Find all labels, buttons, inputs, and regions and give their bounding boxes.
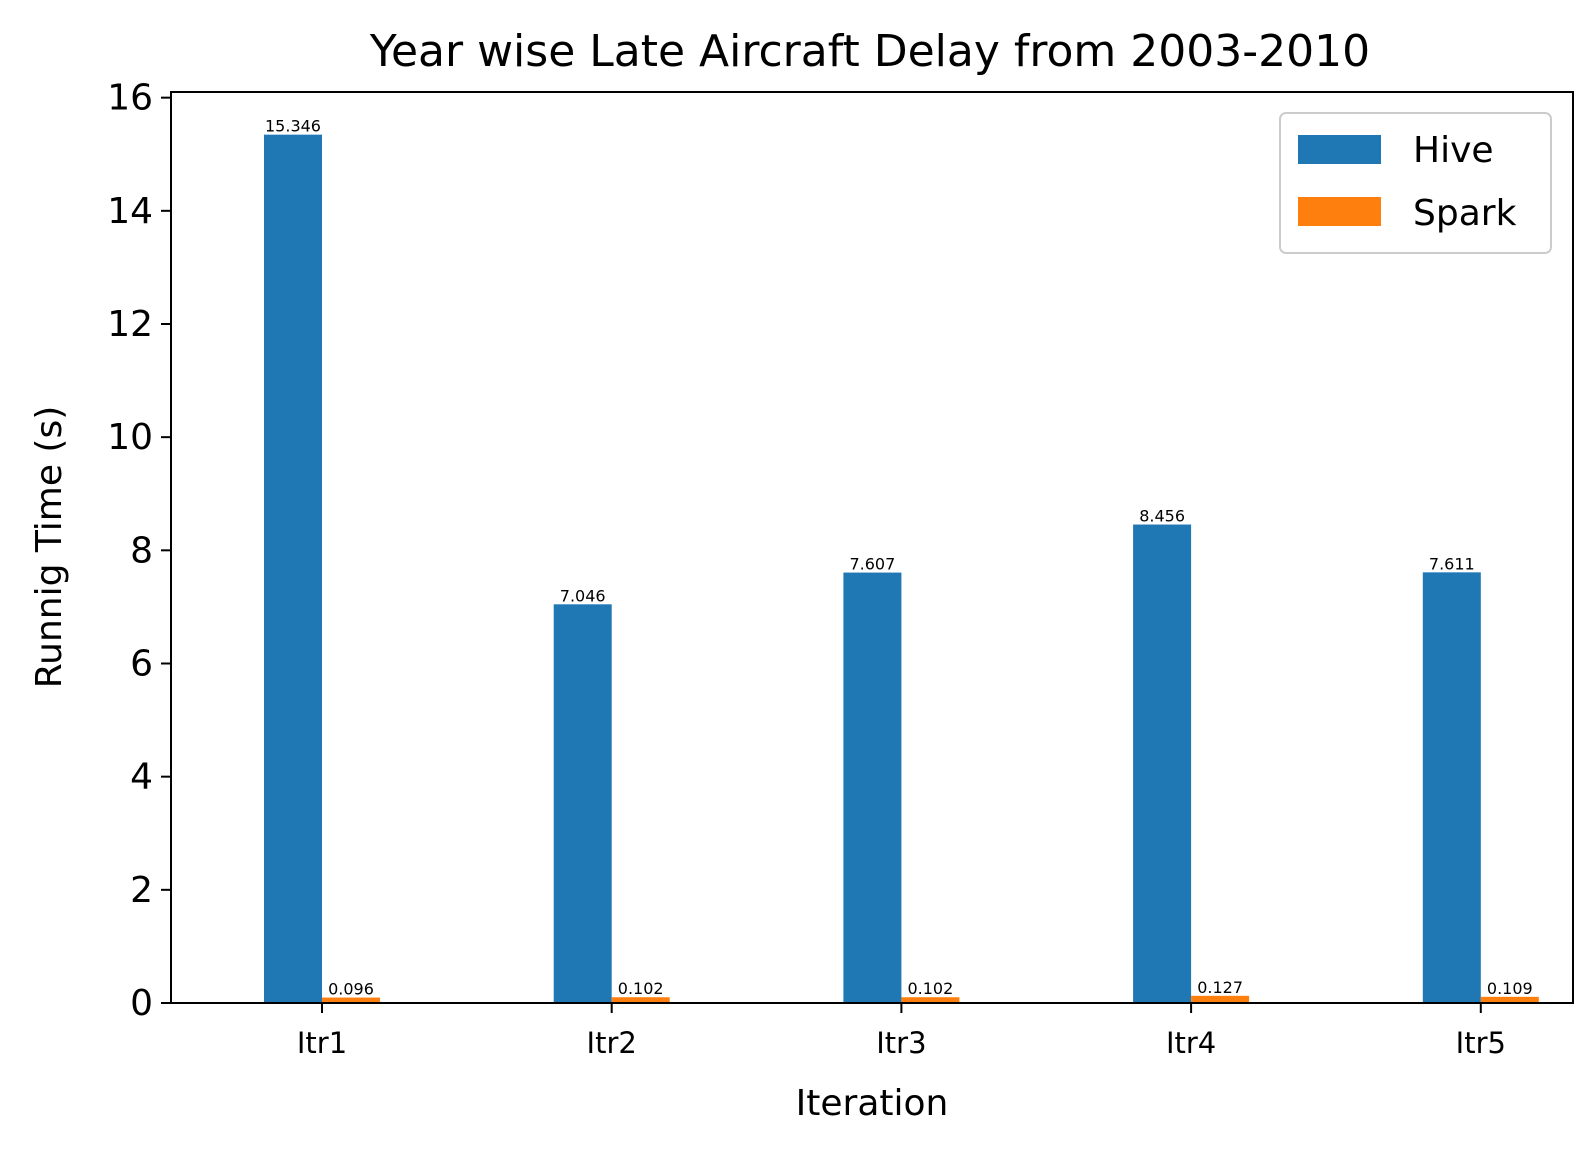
bar-hive-5 bbox=[1422, 572, 1481, 1003]
bar-value-label-spark-5: 0.109 bbox=[1487, 979, 1533, 998]
bar-value-label-spark-2: 0.102 bbox=[618, 979, 664, 998]
x-axis-label: Iteration bbox=[796, 1083, 949, 1124]
bar-value-label-spark-3: 0.102 bbox=[907, 979, 953, 998]
bar-value-label-hive-3: 7.607 bbox=[849, 555, 895, 574]
bar-value-label-spark-4: 0.127 bbox=[1197, 978, 1243, 997]
x-axis: Itr1 Itr2 Itr3 Itr4 Itr5 bbox=[297, 1003, 1506, 1060]
y-tick-label-8: 8 bbox=[130, 530, 153, 571]
y-tick-label-4: 4 bbox=[130, 757, 153, 798]
x-tick-label-Itr2: Itr2 bbox=[587, 1026, 637, 1060]
bar-spark-4 bbox=[1191, 995, 1250, 1003]
bar-hive-3 bbox=[843, 572, 902, 1003]
bar-spark-1 bbox=[322, 997, 380, 1003]
bar-value-label-hive-1: 15.346 bbox=[265, 117, 321, 136]
legend: Hive Spark bbox=[1279, 112, 1552, 254]
legend-swatch-spark bbox=[1298, 197, 1381, 226]
bar-value-label-spark-1: 0.096 bbox=[328, 980, 374, 999]
y-tick-label-2: 2 bbox=[130, 870, 153, 911]
bar-spark-3 bbox=[901, 997, 960, 1003]
bar-hive-1 bbox=[264, 134, 322, 1003]
bar-value-label-hive-2: 7.046 bbox=[560, 586, 606, 605]
legend-swatch-hive bbox=[1298, 135, 1381, 164]
bars-group bbox=[264, 134, 1539, 1003]
y-tick-label-12: 12 bbox=[107, 304, 153, 345]
bar-spark-2 bbox=[611, 997, 670, 1003]
x-tick-label-Itr4: Itr4 bbox=[1166, 1026, 1216, 1060]
y-axis: 0 2 4 6 8 10 12 14 16 bbox=[107, 78, 171, 1024]
bar-hive-2 bbox=[553, 604, 612, 1003]
bar-labels-group: 15.346 0.096 7.046 0.102 7.607 0.102 8.456 0.12… bbox=[265, 117, 1533, 999]
x-tick-label-Itr3: Itr3 bbox=[876, 1026, 926, 1060]
legend-label-hive: Hive bbox=[1413, 130, 1494, 171]
bar-hive-4 bbox=[1133, 524, 1192, 1003]
bar-spark-5 bbox=[1480, 996, 1539, 1003]
legend-label-spark: Spark bbox=[1413, 193, 1517, 234]
bar-value-label-hive-4: 8.456 bbox=[1139, 507, 1185, 526]
plot-frame bbox=[170, 91, 1574, 1004]
y-tick-label-10: 10 bbox=[107, 417, 153, 458]
chart-title: Year wise Late Aircraft Delay from 2003-… bbox=[369, 26, 1370, 77]
x-tick-label-Itr5: Itr5 bbox=[1456, 1026, 1506, 1060]
y-tick-label-14: 14 bbox=[107, 191, 153, 232]
x-tick-label-Itr1: Itr1 bbox=[297, 1026, 347, 1060]
y-tick-label-0: 0 bbox=[130, 983, 153, 1024]
bar-value-label-hive-5: 7.611 bbox=[1429, 554, 1475, 573]
y-tick-label-16: 16 bbox=[107, 78, 153, 119]
y-axis-label: Runnig Time (s) bbox=[29, 406, 70, 689]
y-tick-label-6: 6 bbox=[130, 643, 153, 684]
